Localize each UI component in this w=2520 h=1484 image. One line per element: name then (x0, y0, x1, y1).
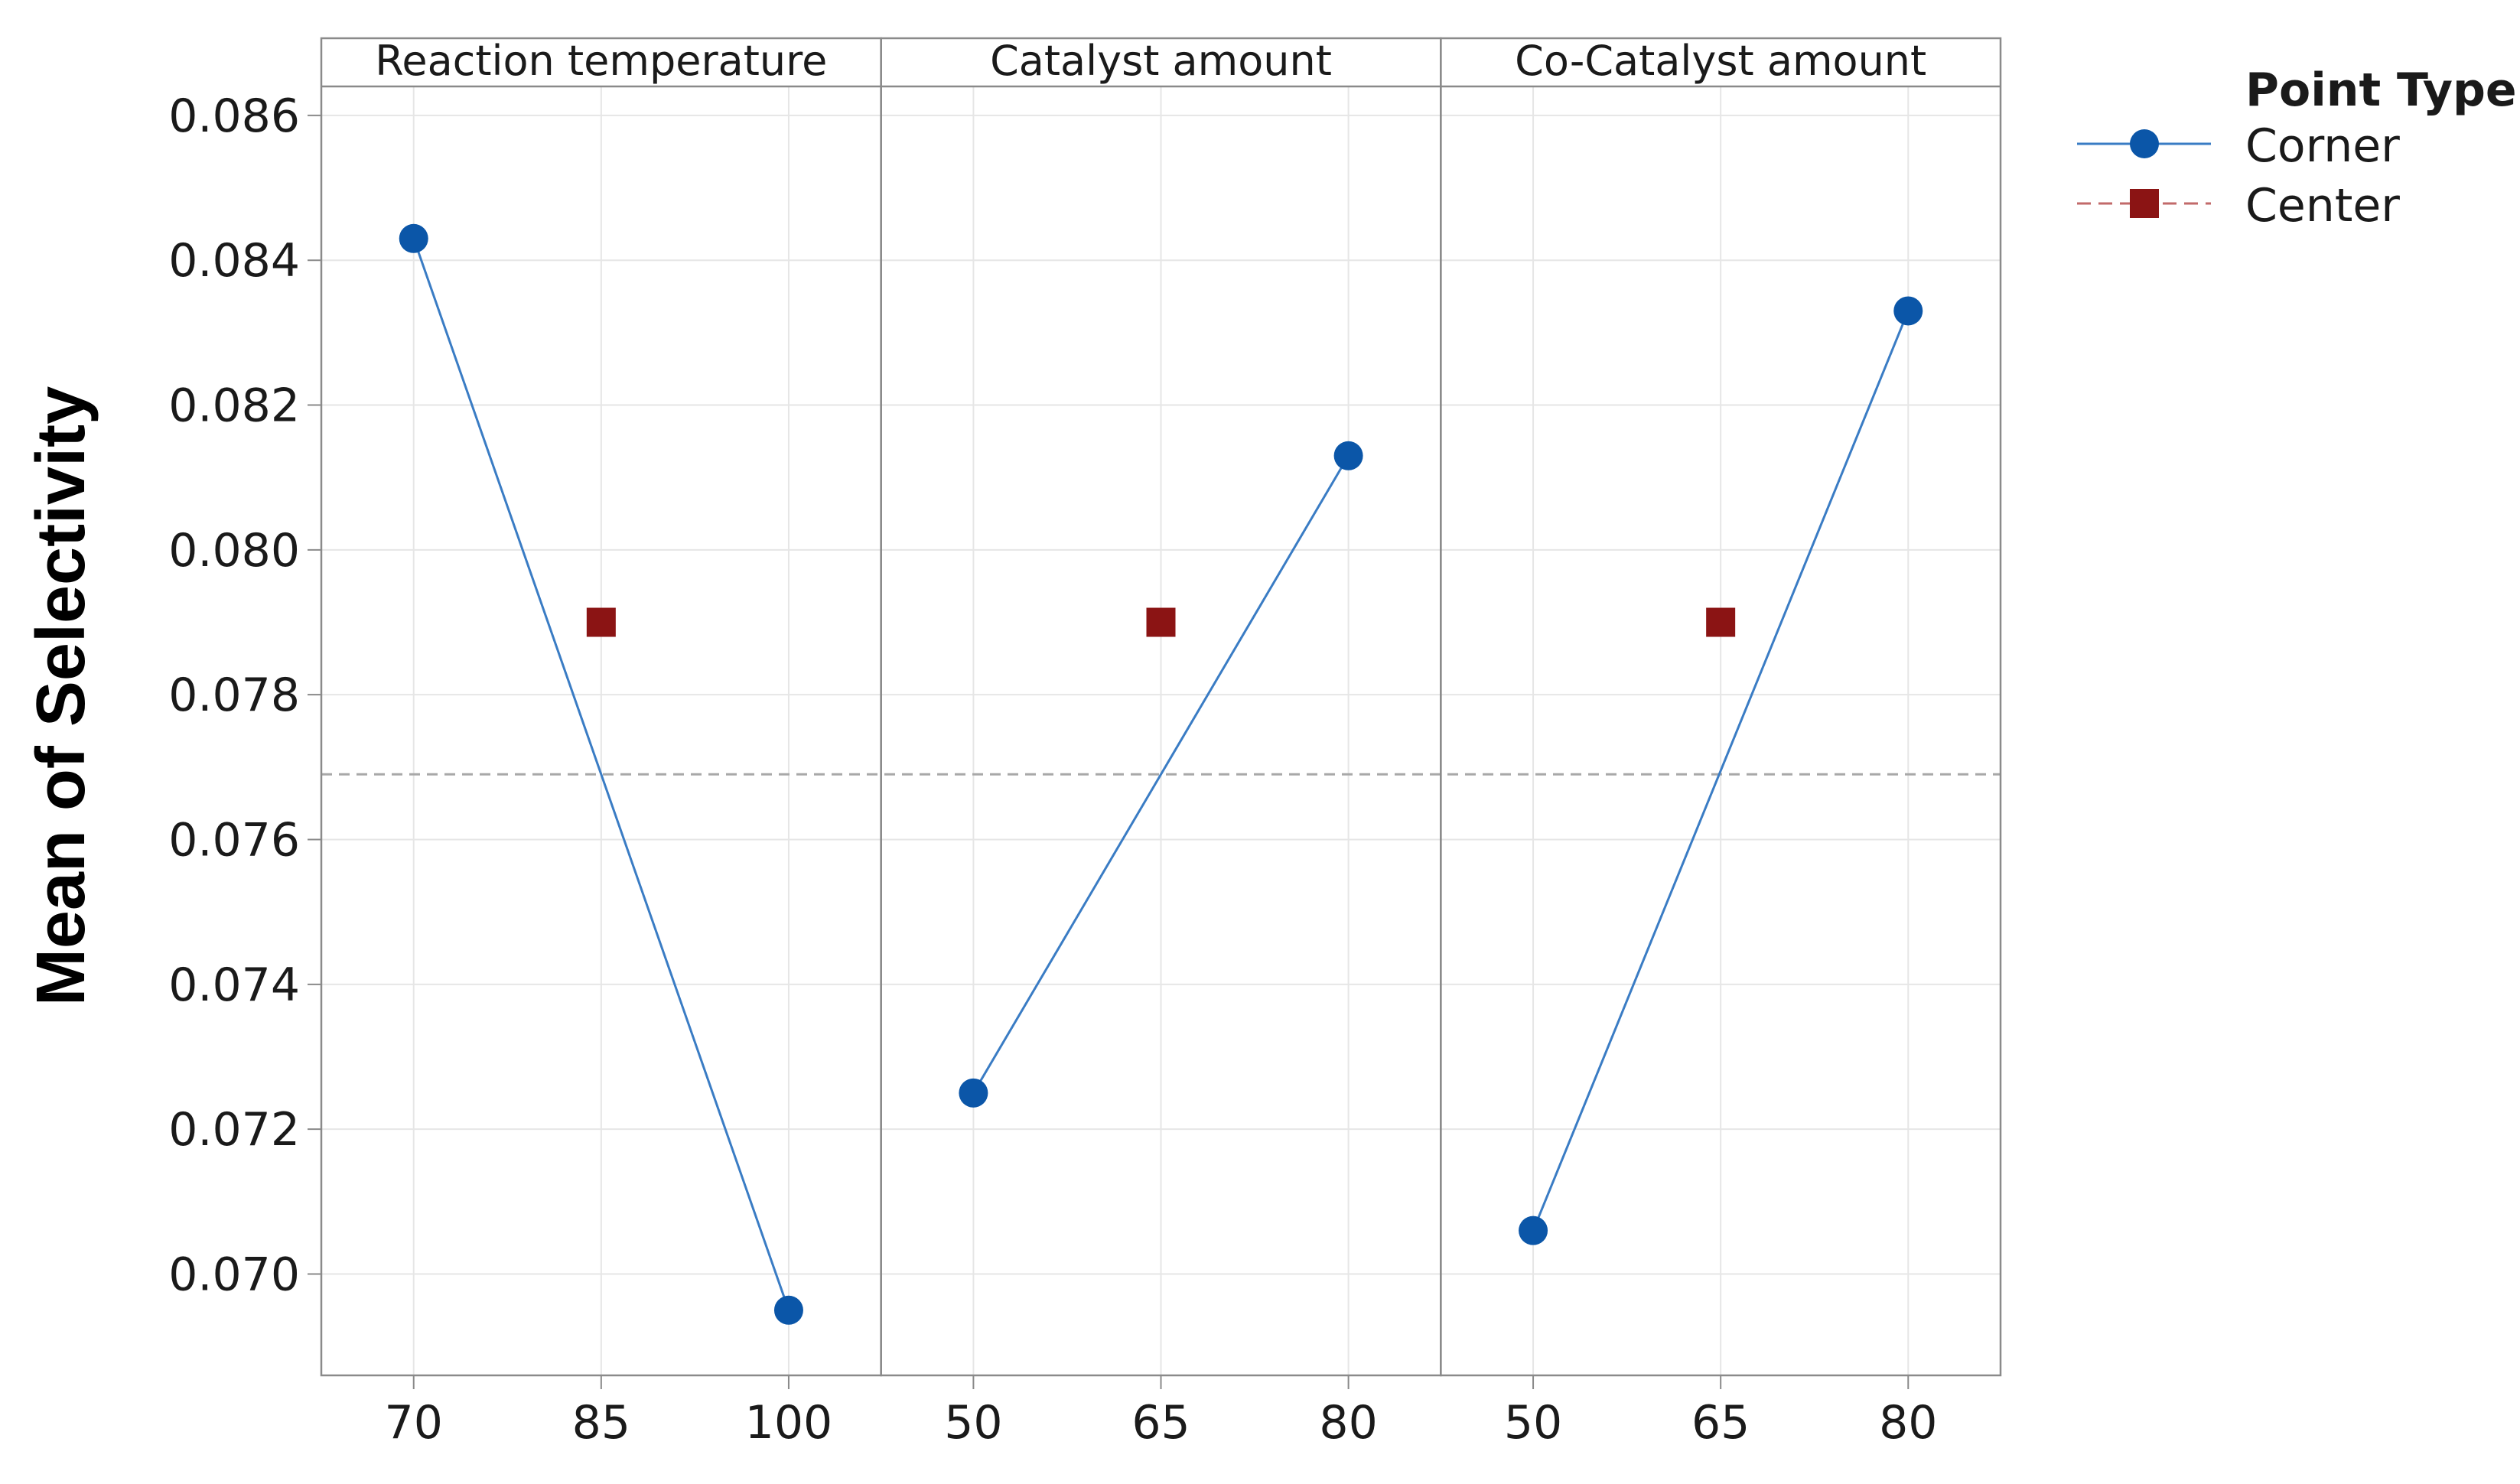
data-series (399, 223, 1923, 1325)
y-tick-label: 0.080 (168, 524, 300, 578)
x-tick-label: 65 (1691, 1396, 1750, 1450)
x-tick-label: 65 (1131, 1396, 1190, 1450)
center-point (586, 607, 616, 637)
x-tick-label: 80 (1319, 1396, 1377, 1450)
y-axis-title: Mean of Selectivity (23, 386, 99, 1006)
y-tick-label: 0.084 (168, 234, 300, 288)
corner-point (399, 223, 428, 253)
y-tick-label: 0.072 (168, 1103, 300, 1157)
center-point (1706, 607, 1736, 637)
x-tick-label: 70 (385, 1396, 443, 1450)
x-tick-label: 80 (1879, 1396, 1937, 1450)
legend-corner-label: Corner (2245, 119, 2400, 173)
panel-title: Co-Catalyst amount (1515, 37, 1926, 85)
legend-center-label: Center (2245, 179, 2400, 233)
x-tick-label: 50 (1504, 1396, 1562, 1450)
corner-series-line (1532, 310, 1910, 1232)
legend-center-marker (2130, 189, 2159, 218)
x-tick-label: 50 (944, 1396, 1002, 1450)
panel-title: Reaction temperature (375, 37, 827, 85)
grid-lines (321, 86, 2001, 1375)
corner-series-line (412, 238, 790, 1311)
corner-point (773, 1295, 803, 1325)
y-tick-label: 0.070 (168, 1248, 300, 1301)
center-point (1146, 607, 1176, 637)
corner-series-line (972, 455, 1350, 1094)
corner-point (1893, 296, 1923, 326)
x-tick-label: 100 (745, 1396, 833, 1450)
legend-corner-marker (2130, 129, 2159, 158)
legend: Point Type Corner Center (2077, 63, 2517, 233)
y-tick-label: 0.076 (168, 813, 300, 867)
legend-title: Point Type (2245, 63, 2517, 117)
y-tick-label: 0.074 (168, 958, 300, 1012)
x-tick-label: 85 (572, 1396, 630, 1450)
corner-point (1333, 441, 1363, 470)
panel-title: Catalyst amount (990, 37, 1332, 85)
corner-point (959, 1078, 988, 1108)
y-tick-label: 0.078 (168, 669, 300, 722)
y-tick-label: 0.082 (168, 379, 300, 433)
y-tick-label: 0.086 (168, 89, 300, 143)
corner-point (1519, 1216, 1548, 1245)
axis-labels: 0.070 0.072 0.074 0.076 0.078 0.080 0.082 0.084… (168, 37, 1937, 1450)
